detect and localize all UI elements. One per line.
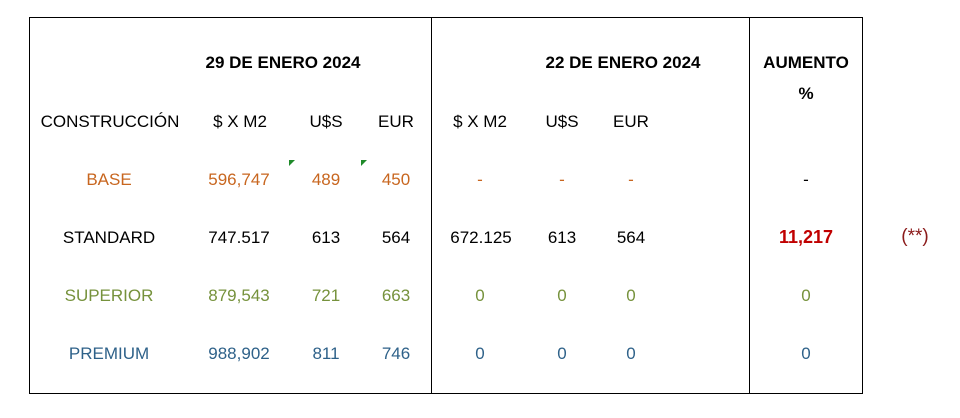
col-header-price-m2: $ X M2 xyxy=(213,112,267,131)
row-premium-price-m2-prev: 0 xyxy=(475,344,485,363)
column-divider-increase xyxy=(749,17,750,394)
row-standard-increase: 11,217 xyxy=(778,227,834,247)
cell-marker-icon xyxy=(289,160,295,166)
row-standard-eur-prev: 564 xyxy=(616,228,646,247)
header-date-previous: 22 DE ENERO 2024 xyxy=(545,53,701,72)
row-base-price-m2: 596,747 xyxy=(208,170,270,189)
table-frame xyxy=(29,17,863,394)
row-superior-increase: 0 xyxy=(801,286,811,305)
row-superior-price-m2: 879,543 xyxy=(208,286,270,305)
col-header-usd-prev: U$S xyxy=(545,112,579,131)
row-standard-usd-prev: 613 xyxy=(547,228,577,247)
row-superior-usd: 721 xyxy=(311,286,341,305)
row-superior-usd-prev: 0 xyxy=(557,286,567,305)
row-premium-eur-prev: 0 xyxy=(626,344,636,363)
column-divider-previous xyxy=(431,17,432,394)
col-header-usd: U$S xyxy=(309,112,343,131)
row-standard-eur: 564 xyxy=(381,228,411,247)
cell-marker-icon xyxy=(361,160,367,166)
col-header-construction: CONSTRUCCIÓN xyxy=(40,112,180,131)
row-base-eur-prev: - xyxy=(628,170,634,189)
row-premium-name: PREMIUM xyxy=(68,344,150,363)
col-header-price-m2-prev: $ X M2 xyxy=(453,112,507,131)
header-date-current: 29 DE ENERO 2024 xyxy=(205,53,361,72)
row-standard-name: STANDARD xyxy=(62,228,156,247)
row-premium-eur: 746 xyxy=(381,344,411,363)
col-header-eur-prev: EUR xyxy=(613,112,649,131)
col-header-eur: EUR xyxy=(378,112,414,131)
row-base-increase: - xyxy=(803,170,809,189)
row-standard-usd: 613 xyxy=(311,228,341,247)
header-increase-unit: % xyxy=(798,84,814,103)
row-premium-usd: 811 xyxy=(312,344,340,363)
row-standard-price-m2-prev: 672.125 xyxy=(450,228,512,247)
row-premium-increase: 0 xyxy=(801,344,811,363)
row-premium-usd-prev: 0 xyxy=(557,344,567,363)
row-superior-eur: 663 xyxy=(381,286,411,305)
row-base-price-m2-prev: - xyxy=(477,170,483,189)
row-base-name: BASE xyxy=(86,170,132,189)
header-increase: AUMENTO xyxy=(763,53,849,72)
row-standard-price-m2: 747.517 xyxy=(208,228,270,247)
row-superior-name: SUPERIOR xyxy=(64,286,154,305)
row-base-eur: 450 xyxy=(381,170,411,189)
footnote-marker: (**) xyxy=(901,226,929,247)
row-base-usd-prev: - xyxy=(559,170,565,189)
row-premium-price-m2: 988,902 xyxy=(208,344,270,363)
row-superior-price-m2-prev: 0 xyxy=(475,286,485,305)
row-superior-eur-prev: 0 xyxy=(626,286,636,305)
row-base-usd: 489 xyxy=(311,170,341,189)
